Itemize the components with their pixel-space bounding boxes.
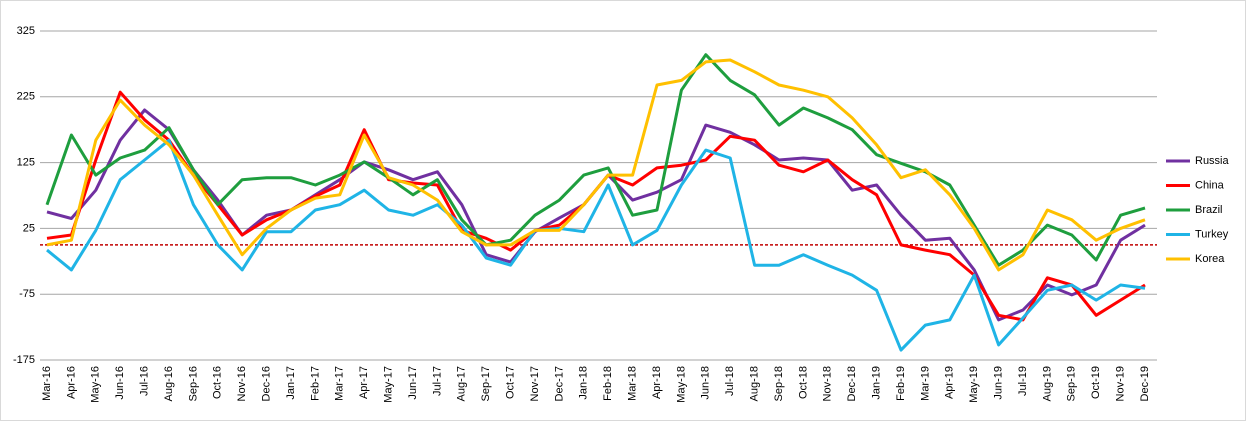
x-tick-label: Mar-19 xyxy=(919,366,931,401)
x-tick-label: Jan-19 xyxy=(871,366,883,400)
x-tick-label: Oct-16 xyxy=(212,366,224,399)
legend-label: China xyxy=(1195,179,1225,191)
x-tick-label: Jul-16 xyxy=(139,366,151,396)
x-tick-label: May-16 xyxy=(90,366,102,403)
x-tick-label: May-19 xyxy=(968,366,980,403)
x-tick-label: May-17 xyxy=(383,366,395,403)
legend-label: Korea xyxy=(1195,253,1225,265)
x-tick-label: Dec-18 xyxy=(846,366,858,401)
legend-label: Brazil xyxy=(1195,204,1223,216)
y-tick-label: 325 xyxy=(17,25,35,37)
series-line xyxy=(45,53,1146,267)
x-tick-label: Apr-19 xyxy=(944,366,956,399)
y-tick-label: 25 xyxy=(23,222,35,234)
x-tick-label: Jul-19 xyxy=(1017,366,1029,396)
x-tick-label: Aug-18 xyxy=(749,366,761,401)
x-tick-label: Dec-17 xyxy=(553,366,565,401)
x-tick-label: Oct-19 xyxy=(1090,366,1102,399)
x-tick-label: Jan-18 xyxy=(578,366,590,400)
y-tick-label: 225 xyxy=(17,91,35,103)
x-tick-label: Dec-16 xyxy=(261,366,273,401)
x-tick-label: Feb-19 xyxy=(895,366,907,401)
x-tick-label: Jul-17 xyxy=(431,366,443,396)
x-tick-label: Jan-17 xyxy=(285,366,297,400)
x-tick-label: Sep-19 xyxy=(1066,366,1078,401)
x-tick-label: Oct-18 xyxy=(797,366,809,399)
x-tick-label: Feb-17 xyxy=(309,366,321,401)
x-tick-label: Jun-18 xyxy=(700,366,712,400)
x-tick-label: Apr-16 xyxy=(65,366,77,399)
x-tick-label: May-18 xyxy=(675,366,687,403)
x-tick-label: Mar-17 xyxy=(334,366,346,401)
y-tick-label: 125 xyxy=(17,157,35,169)
series-line xyxy=(46,138,1146,352)
x-tick-label: Aug-17 xyxy=(456,366,468,401)
x-tick-label: Nov-17 xyxy=(529,366,541,401)
y-tick-label: -175 xyxy=(13,354,35,366)
x-tick-label: Aug-16 xyxy=(163,366,175,401)
x-tick-label: Jun-16 xyxy=(114,366,126,400)
x-tick-label: Nov-16 xyxy=(236,366,248,401)
x-tick-label: Jun-17 xyxy=(407,366,419,400)
x-tick-label: Nov-19 xyxy=(1115,366,1127,401)
x-tick-label: Nov-18 xyxy=(822,366,834,401)
series-line xyxy=(46,58,1146,272)
x-tick-label: Dec-19 xyxy=(1139,366,1151,401)
x-tick-label: Jun-19 xyxy=(993,366,1005,400)
y-tick-label: -75 xyxy=(19,288,35,300)
x-tick-label: Sep-16 xyxy=(187,366,199,401)
x-tick-label: Sep-17 xyxy=(480,366,492,401)
x-tick-label: Mar-18 xyxy=(627,366,639,401)
x-tick-label: Jul-18 xyxy=(724,366,736,396)
legend-label: Russia xyxy=(1195,155,1230,167)
x-tick-label: Apr-18 xyxy=(651,366,663,399)
x-tick-label: Mar-16 xyxy=(41,366,53,401)
x-tick-label: Sep-18 xyxy=(773,366,785,401)
x-tick-label: Aug-19 xyxy=(1041,366,1053,401)
x-tick-label: Oct-17 xyxy=(505,366,517,399)
x-tick-label: Apr-17 xyxy=(358,366,370,399)
legend-label: Turkey xyxy=(1195,228,1229,240)
x-tick-label: Feb-18 xyxy=(602,366,614,401)
